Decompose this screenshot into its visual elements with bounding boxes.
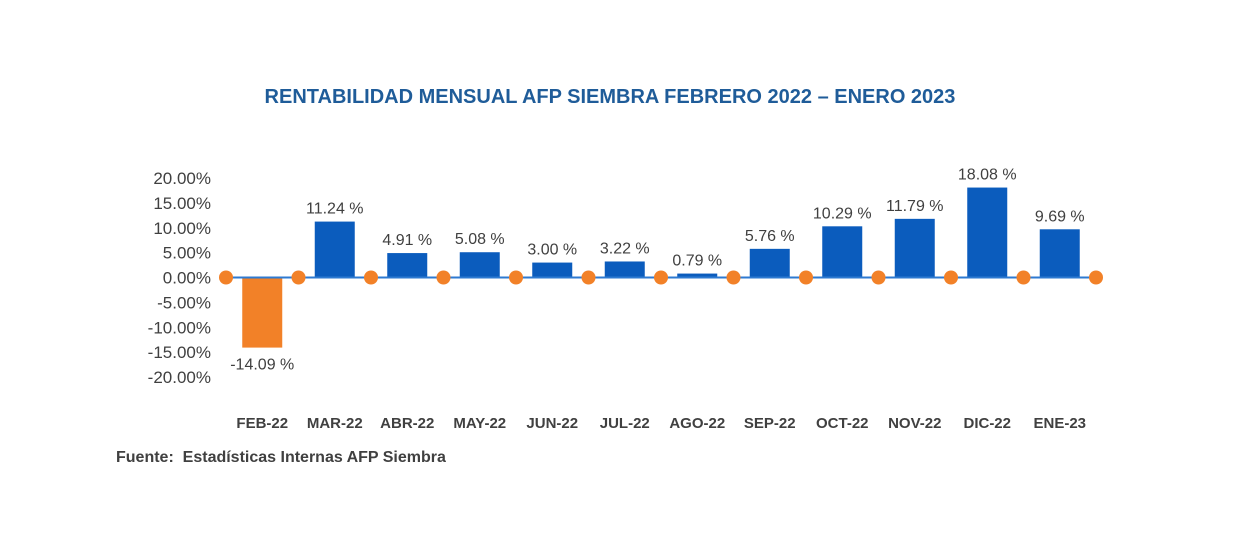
y-tick-label: -5.00% xyxy=(157,293,211,312)
chart-title: RENTABILIDAD MENSUAL AFP SIEMBRA FEBRERO… xyxy=(264,86,956,108)
x-tick-label: FEB-22 xyxy=(236,415,288,432)
source-note: Fuente: Estadísticas Internas AFP Siembr… xyxy=(116,449,446,466)
bar-mar-22 xyxy=(314,221,355,278)
x-tick-label: NOV-22 xyxy=(888,415,941,432)
zero-marker xyxy=(726,270,741,285)
zero-marker xyxy=(1089,270,1103,285)
bar-ene-23 xyxy=(1039,229,1080,278)
bar-nov-22 xyxy=(894,218,935,278)
x-tick-label: ABR-22 xyxy=(380,415,434,432)
y-tick-label: 0.00% xyxy=(163,269,211,288)
y-axis: 20.00% 15.00% 10.00% 5.00% 0.00% -5.00% -10.00… xyxy=(148,169,211,387)
x-tick-label: MAR-22 xyxy=(307,415,363,432)
data-label: 11.79 % xyxy=(886,198,944,215)
y-tick-label: -20.00% xyxy=(148,368,211,387)
zero-marker xyxy=(436,270,451,285)
data-label: 0.79 % xyxy=(672,253,722,270)
zero-marker xyxy=(944,270,958,285)
data-label: 18.08 % xyxy=(958,167,1017,184)
data-label: 11.24 % xyxy=(306,201,364,218)
x-tick-label: ENE-23 xyxy=(1033,415,1086,432)
zero-marker xyxy=(581,270,596,285)
zero-marker xyxy=(509,270,523,285)
bar-dic-22 xyxy=(967,187,1008,278)
zero-axis xyxy=(219,270,1103,285)
y-tick-label: -15.00% xyxy=(148,343,211,362)
bar-feb-22 xyxy=(242,277,283,348)
x-tick-label: JUN-22 xyxy=(526,415,578,432)
y-tick-label: 10.00% xyxy=(153,219,211,238)
data-label: 3.00 % xyxy=(527,242,577,259)
data-label: 10.29 % xyxy=(813,205,872,222)
bar-jun-22 xyxy=(532,262,573,278)
data-label: 5.08 % xyxy=(455,231,505,248)
zero-marker xyxy=(654,270,668,285)
zero-marker xyxy=(219,270,233,285)
bars xyxy=(242,187,1080,348)
x-tick-label: OCT-22 xyxy=(816,415,869,432)
data-label: 3.22 % xyxy=(600,240,650,257)
zero-marker xyxy=(291,270,306,285)
zero-marker xyxy=(799,270,813,285)
bar-ago-22 xyxy=(677,273,718,278)
zero-marker xyxy=(1016,270,1031,285)
y-tick-label: 5.00% xyxy=(163,244,211,263)
y-tick-label: 20.00% xyxy=(153,169,211,188)
bar-oct-22 xyxy=(822,226,863,278)
data-label: 4.91 % xyxy=(382,232,432,249)
y-tick-label: 15.00% xyxy=(153,194,211,213)
x-tick-label: MAY-22 xyxy=(453,415,506,432)
bar-may-22 xyxy=(459,252,500,278)
data-label: -14.09 % xyxy=(230,357,294,374)
bar-abr-22 xyxy=(387,253,428,278)
x-tick-label: DIC-22 xyxy=(963,415,1011,432)
data-labels: -14.09 % 11.24 % 4.91 % 5.08 % 3.00 % 3.22 % 0… xyxy=(230,167,1084,374)
y-tick-label: -10.00% xyxy=(148,318,211,337)
x-tick-label: AGO-22 xyxy=(669,415,725,432)
bar-sep-22 xyxy=(749,248,790,278)
bar-jul-22 xyxy=(604,261,645,278)
data-label: 9.69 % xyxy=(1035,208,1085,225)
zero-marker xyxy=(871,270,886,285)
x-axis: FEB-22 MAR-22 ABR-22 MAY-22 JUN-22 JUL-22 AGO-… xyxy=(236,415,1086,432)
x-tick-label: SEP-22 xyxy=(744,415,796,432)
data-label: 5.76 % xyxy=(745,228,795,245)
x-tick-label: JUL-22 xyxy=(600,415,650,432)
zero-marker xyxy=(364,270,378,285)
